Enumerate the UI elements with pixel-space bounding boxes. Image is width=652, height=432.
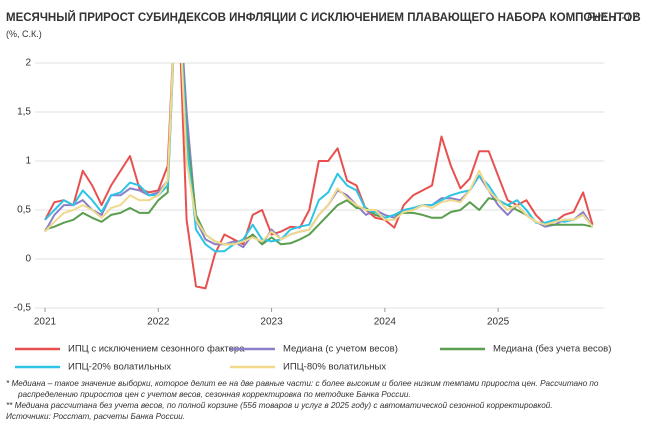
x-tick-label: 2024 <box>374 317 397 328</box>
x-tick-label: 2025 <box>487 317 510 328</box>
notes: * Медиана – такое значение выборки, кото… <box>6 378 646 422</box>
x-tick-label: 2021 <box>34 317 57 328</box>
legend-label: ИПЦ-80% волатильных <box>283 362 386 373</box>
figure-label: Рис. П-17 <box>586 12 638 24</box>
plot-area <box>44 63 594 290</box>
legend-label: Медиана (без учета весов) <box>493 344 611 355</box>
y-tick-label: -0,5 <box>14 303 32 314</box>
note: Источники: Росстат, расчеты Банка России… <box>6 412 186 421</box>
y-tick-label: 1 <box>25 156 31 167</box>
y-tick-label: 0 <box>25 254 31 265</box>
legend-label: ИПЦ-20% волатильных <box>68 362 171 373</box>
note: ** Медиана рассчитана без учета весов, п… <box>6 401 553 410</box>
y-tick-label: 0,5 <box>17 205 31 216</box>
series-line <box>44 63 594 246</box>
series-line <box>44 63 594 290</box>
series-line <box>44 63 594 253</box>
y-tick-label: 2 <box>25 58 31 69</box>
note: * Медиана – такое значение выборки, кото… <box>6 379 599 399</box>
y-tick-label: 1,5 <box>17 107 31 118</box>
chart-title: МЕСЯЧНЫЙ ПРИРОСТ СУБИНДЕКСОВ ИНФЛЯЦИИ С … <box>6 12 641 24</box>
chart-subtitle: (%, С.К.) <box>6 29 42 39</box>
x-tick-label: 2022 <box>147 317 170 328</box>
legend-label: Медиана (с учетом весов) <box>283 344 398 355</box>
x-tick-label: 2023 <box>260 317 283 328</box>
legend-label: ИПЦ с исключением сезонного фактора <box>68 344 245 355</box>
